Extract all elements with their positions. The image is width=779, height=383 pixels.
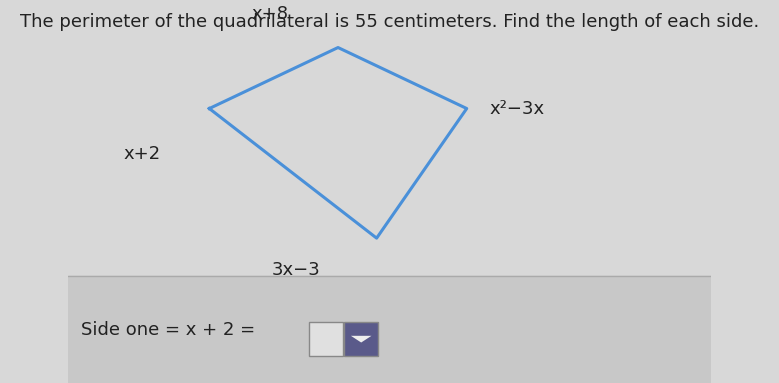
Bar [344,322,378,356]
Text: x+2: x+2 [124,145,161,163]
FancyBboxPatch shape [68,276,711,383]
Text: The perimeter of the quadrilateral is 55 centimeters. Find the length of each si: The perimeter of the quadrilateral is 55… [20,13,759,31]
Text: 3x−3: 3x−3 [272,261,321,279]
Text: Side one = x + 2 =: Side one = x + 2 = [81,321,255,339]
Polygon shape [351,336,372,342]
Text: x+8: x+8 [252,5,289,23]
Text: x²−3x: x²−3x [489,100,545,118]
Bar [309,322,343,356]
